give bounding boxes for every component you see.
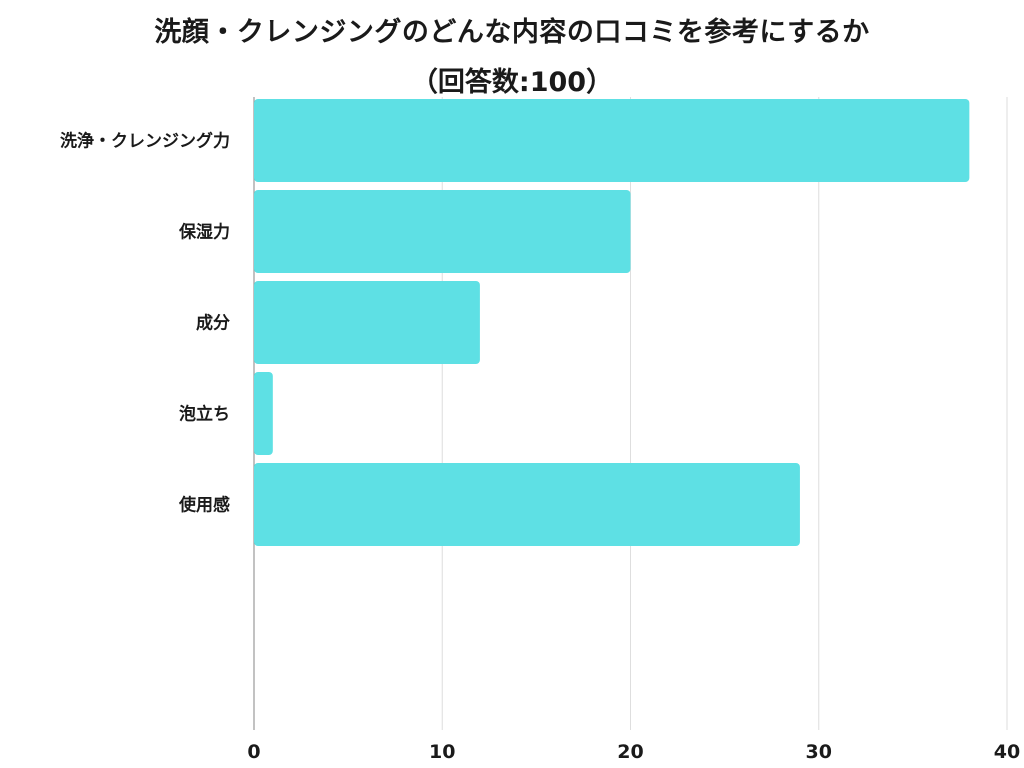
x-tick-label: 0 [247, 741, 260, 763]
x-tick-label: 30 [806, 741, 832, 763]
x-tick-label: 10 [429, 741, 455, 763]
chart-subtitle: （回答数:100） [410, 67, 614, 98]
category-label: 保湿力 [178, 222, 230, 243]
x-tick-label: 20 [617, 741, 643, 763]
x-tick-label: 40 [994, 741, 1020, 763]
chart-title: 洗顔・クレンジングのどんな内容の口コミを参考にするか [154, 17, 870, 48]
bar [254, 281, 480, 364]
category-label: 洗浄・クレンジング力 [60, 131, 230, 152]
bar [254, 372, 273, 455]
category-label: 使用感 [178, 495, 230, 516]
bar [254, 463, 800, 546]
category-label: 泡立ち [179, 404, 230, 425]
category-label: 成分 [196, 313, 230, 334]
bar [254, 99, 970, 182]
bar [254, 190, 631, 273]
